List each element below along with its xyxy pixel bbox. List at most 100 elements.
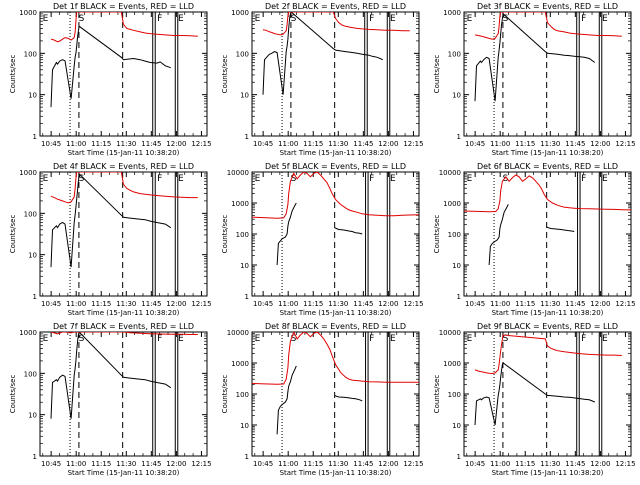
series-line-lld — [50, 332, 198, 335]
marker-lines — [281, 172, 391, 296]
y-tick-label: 1 — [245, 453, 249, 461]
x-tick-label: 11:45 — [565, 460, 585, 468]
series-line-events — [276, 365, 297, 435]
y-tick-label: 1000 — [231, 9, 249, 17]
x-tick-label: 11:15 — [303, 300, 323, 308]
x-tick-label: 11:30 — [540, 140, 560, 148]
marker-letter-e: E — [602, 14, 608, 24]
y-tick-label: 100 — [448, 50, 461, 58]
plot-frame — [251, 331, 420, 457]
y-tick-label: 10000 — [439, 329, 461, 337]
x-tick-label: 12:15 — [615, 140, 635, 148]
x-tick-label: 10:45 — [41, 300, 61, 308]
marker-lines — [69, 12, 179, 136]
marker-letter-s: S — [79, 334, 85, 344]
x-tick-label: 12:15 — [403, 460, 423, 468]
series-line-events — [276, 202, 297, 266]
y-tick-label: 1000 — [19, 329, 37, 337]
x-tick-label: 11:00 — [278, 300, 298, 308]
x-axis-label: Start Time (15-Jan-11 10:38:20) — [492, 469, 604, 477]
x-tick-label: 11:45 — [565, 140, 585, 148]
y-tick-label: 10 — [240, 262, 249, 270]
x-tick-label: 12:15 — [615, 300, 635, 308]
panel-title: Det 3f BLACK = Events, RED = LLD — [477, 2, 618, 11]
marker-letter-e: E — [467, 14, 473, 24]
plot-frame — [39, 171, 208, 297]
marker-lines — [281, 12, 391, 136]
x-tick-label: 11:30 — [328, 140, 348, 148]
x-tick-label: 11:15 — [91, 460, 111, 468]
series-line-events — [262, 12, 383, 95]
plot-frame — [463, 11, 632, 137]
y-tick-label: 1000 — [443, 360, 461, 368]
x-tick-label: 10:45 — [253, 460, 273, 468]
panel-title: Det 4f BLACK = Events, RED = LLD — [53, 162, 194, 171]
marker-letter-e: E — [43, 334, 49, 344]
y-tick-label: 1000 — [19, 9, 37, 17]
x-tick-label: 11:30 — [116, 460, 136, 468]
x-tick-label: 12:15 — [403, 300, 423, 308]
x-tick-label: 12:00 — [378, 300, 398, 308]
marker-letter-e: E — [602, 334, 608, 344]
marker-letter-s: S — [503, 334, 509, 344]
marker-letter-s: S — [79, 14, 85, 24]
marker-letter-s: S — [503, 174, 509, 184]
x-tick-label: 11:00 — [66, 300, 86, 308]
marker-letter-e: E — [255, 334, 261, 344]
x-axis-label: Start Time (15-Jan-11 10:38:20) — [280, 309, 392, 317]
x-axis-label: Start Time (15-Jan-11 10:38:20) — [492, 149, 604, 157]
x-tick-label: 11:00 — [490, 300, 510, 308]
marker-lines — [493, 332, 603, 456]
y-tick-label: 10 — [452, 422, 461, 430]
marker-letter-s: S — [291, 14, 297, 24]
panel-4: Det 4f BLACK = Events, RED = LLD 1 10 100 10… — [9, 162, 212, 317]
y-tick-label: 100 — [236, 231, 249, 239]
marker-lines — [69, 172, 179, 296]
marker-letter-f: F — [157, 14, 162, 24]
y-tick-label: 1000 — [19, 169, 37, 177]
y-tick-label: 10 — [240, 92, 249, 100]
x-tick-label: 12:15 — [191, 300, 211, 308]
x-tick-label: 12:00 — [590, 140, 610, 148]
marker-letter-e: E — [390, 334, 396, 344]
marker-letter-f: F — [581, 334, 586, 344]
panel-6: Det 6f BLACK = Events, RED = LLD 1 10 100 10… — [433, 162, 636, 317]
x-tick-label: 10:45 — [465, 300, 485, 308]
series-line-lld — [474, 12, 622, 40]
marker-lines — [493, 12, 603, 136]
marker-letter-e: E — [178, 14, 184, 24]
y-axis-label: Counts/sec — [9, 375, 17, 414]
y-tick-label: 10 — [240, 422, 249, 430]
y-tick-label: 1 — [457, 453, 461, 461]
series-group — [50, 12, 198, 108]
panel-title: Det 7f BLACK = Events, RED = LLD — [53, 322, 194, 331]
x-tick-label: 11:45 — [565, 300, 585, 308]
x-tick-label: 11:30 — [116, 300, 136, 308]
panel-title: Det 9f BLACK = Events, RED = LLD — [477, 322, 618, 331]
y-tick-label: 1000 — [231, 200, 249, 208]
marker-letter-e: E — [467, 174, 473, 184]
y-axis-label: Counts/sec — [221, 375, 229, 414]
x-tick-label: 12:00 — [378, 460, 398, 468]
series-line-events — [488, 204, 509, 266]
y-tick-label: 10 — [28, 92, 37, 100]
x-tick-label: 11:00 — [490, 460, 510, 468]
y-axis-label: Counts/sec — [433, 215, 441, 254]
panel-7: Det 7f BLACK = Events, RED = LLD 1 10 100 10… — [9, 322, 212, 477]
y-axis-label: Counts/sec — [9, 215, 17, 254]
panel-title: Det 1f BLACK = Events, RED = LLD — [53, 2, 194, 11]
x-tick-label: 11:45 — [353, 460, 373, 468]
marker-letter-f: F — [157, 334, 162, 344]
marker-letter-f: F — [369, 14, 374, 24]
series-group — [474, 12, 622, 102]
series-line-lld — [474, 334, 622, 375]
x-tick-label: 11:00 — [278, 460, 298, 468]
y-axis-label: Counts/sec — [221, 55, 229, 94]
panel-3: Det 3f BLACK = Events, RED = LLD 1 10 100 10… — [433, 2, 636, 157]
x-tick-label: 11:45 — [141, 300, 161, 308]
y-axis-label: Counts/sec — [433, 55, 441, 94]
panel-5: Det 5f BLACK = Events, RED = LLD 1 10 100 10… — [221, 162, 424, 317]
x-tick-label: 11:00 — [66, 140, 86, 148]
x-tick-label: 12:00 — [378, 140, 398, 148]
series-line-lld — [262, 12, 410, 36]
